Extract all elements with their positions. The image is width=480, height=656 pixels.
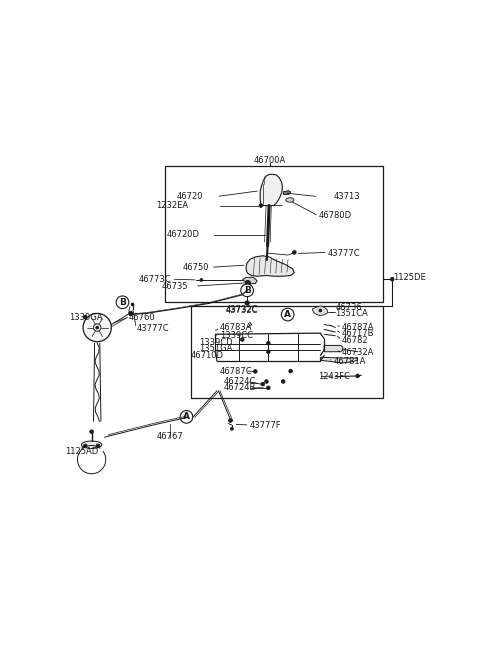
- Circle shape: [266, 341, 270, 345]
- Polygon shape: [324, 346, 343, 352]
- Circle shape: [261, 382, 264, 386]
- Text: 46782: 46782: [342, 336, 369, 344]
- Circle shape: [259, 203, 263, 207]
- Text: 43732C: 43732C: [226, 306, 259, 315]
- Circle shape: [96, 326, 99, 329]
- Text: 46720: 46720: [177, 192, 203, 201]
- Text: 46717B: 46717B: [342, 329, 374, 338]
- Circle shape: [230, 427, 233, 430]
- Text: 46773C: 46773C: [139, 275, 172, 283]
- Polygon shape: [260, 174, 282, 205]
- Circle shape: [264, 380, 268, 383]
- Circle shape: [180, 411, 193, 423]
- Circle shape: [266, 350, 270, 354]
- Circle shape: [289, 369, 292, 373]
- Text: 1339GA: 1339GA: [69, 313, 103, 321]
- Text: A: A: [284, 310, 291, 319]
- Text: 46720D: 46720D: [167, 230, 200, 239]
- Circle shape: [292, 251, 296, 255]
- Polygon shape: [312, 306, 328, 316]
- Circle shape: [281, 380, 285, 383]
- Circle shape: [240, 338, 244, 341]
- Text: B: B: [119, 298, 126, 307]
- Bar: [192, 306, 383, 398]
- Text: 46787C: 46787C: [220, 367, 252, 376]
- Circle shape: [96, 444, 100, 447]
- Ellipse shape: [286, 197, 294, 202]
- Circle shape: [90, 430, 94, 434]
- Text: 46732A: 46732A: [342, 348, 374, 357]
- Text: 1125DE: 1125DE: [393, 273, 426, 282]
- Circle shape: [356, 374, 360, 378]
- Circle shape: [84, 316, 87, 319]
- Circle shape: [390, 277, 394, 281]
- Text: 43777F: 43777F: [250, 420, 281, 430]
- Text: 46767: 46767: [156, 432, 183, 441]
- Ellipse shape: [82, 441, 102, 449]
- Text: 43732C: 43732C: [226, 305, 259, 314]
- Text: 46724B: 46724B: [224, 383, 256, 392]
- Text: 43777C: 43777C: [328, 249, 360, 258]
- Text: 46724C: 46724C: [224, 377, 256, 386]
- Circle shape: [319, 309, 322, 312]
- Text: B: B: [244, 286, 251, 295]
- Circle shape: [253, 369, 257, 373]
- Circle shape: [131, 303, 134, 306]
- Polygon shape: [321, 358, 358, 363]
- Text: 1339CC: 1339CC: [220, 331, 253, 340]
- Text: 46781A: 46781A: [334, 357, 366, 365]
- Text: 46700A: 46700A: [254, 156, 286, 165]
- Circle shape: [245, 300, 249, 305]
- Text: 43777C: 43777C: [136, 324, 169, 333]
- Text: 1243FC: 1243FC: [319, 372, 350, 381]
- Text: 1125AD: 1125AD: [66, 447, 99, 455]
- Text: 46735: 46735: [162, 282, 188, 291]
- Text: 1351GA: 1351GA: [199, 344, 232, 354]
- Text: 46710D: 46710D: [190, 351, 223, 360]
- Polygon shape: [246, 256, 294, 276]
- Text: 1232EA: 1232EA: [156, 201, 188, 210]
- Text: 46736: 46736: [335, 302, 362, 312]
- Circle shape: [84, 444, 87, 447]
- Text: 43713: 43713: [334, 192, 360, 201]
- Polygon shape: [242, 277, 257, 283]
- Polygon shape: [283, 191, 290, 194]
- Circle shape: [200, 278, 203, 281]
- Circle shape: [83, 314, 111, 342]
- Circle shape: [116, 296, 129, 308]
- Circle shape: [129, 311, 133, 316]
- Circle shape: [281, 308, 294, 321]
- Text: A: A: [183, 413, 190, 421]
- Text: 46780D: 46780D: [319, 211, 352, 220]
- Text: 46787A: 46787A: [342, 323, 374, 332]
- Circle shape: [241, 284, 253, 297]
- Circle shape: [228, 419, 232, 422]
- Text: 46783A: 46783A: [220, 323, 252, 332]
- Circle shape: [266, 386, 270, 390]
- Circle shape: [245, 280, 251, 285]
- Text: 46750: 46750: [182, 263, 209, 272]
- Text: 1339CD: 1339CD: [199, 338, 232, 347]
- Bar: [165, 166, 383, 302]
- Text: 46760: 46760: [129, 313, 156, 321]
- Text: 1351CA: 1351CA: [335, 309, 368, 318]
